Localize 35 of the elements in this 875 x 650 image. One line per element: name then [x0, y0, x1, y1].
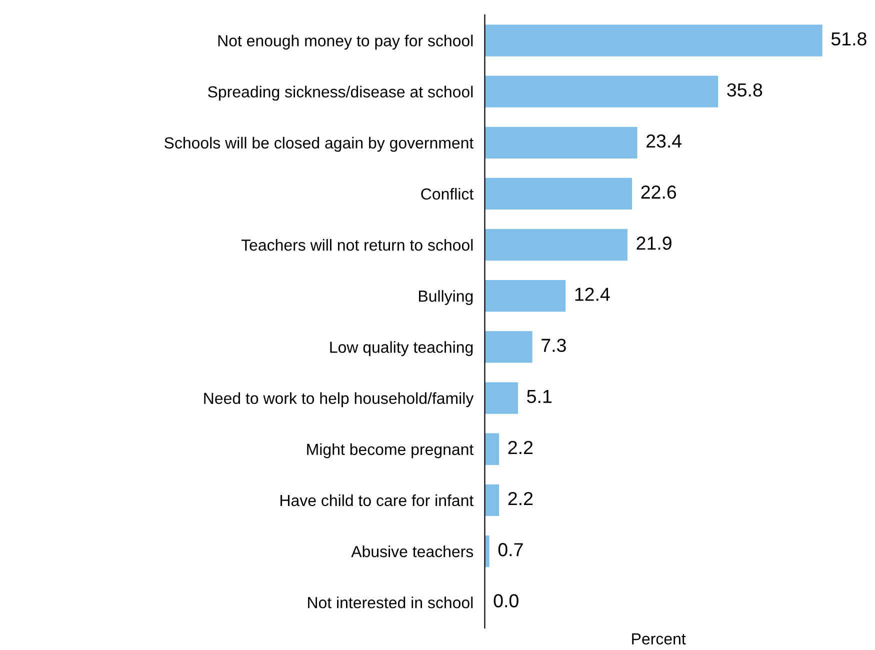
y-tick-label: Schools will be closed again by government — [164, 136, 474, 152]
bar — [484, 433, 500, 465]
y-tick-label: Low quality teaching — [330, 341, 473, 356]
y-tick-label: Need to work to help household/family — [204, 392, 474, 408]
bar — [484, 484, 500, 516]
y-tick-label: Spreading sickness/disease at school — [208, 86, 473, 101]
data-label: 12.4 — [575, 288, 610, 301]
bar — [484, 280, 566, 312]
y-tick-label: Have child to care for infant — [280, 494, 474, 506]
data-label: 22.6 — [641, 185, 676, 199]
data-label: 0.0 — [494, 594, 518, 608]
x-axis-title: Percent — [632, 633, 686, 645]
data-label: 2.2 — [508, 440, 533, 454]
data-label: 7.3 — [542, 338, 566, 352]
data-label: 51.8 — [831, 32, 866, 46]
y-tick-label: Teachers will not return to school — [241, 239, 473, 251]
data-label: 21.9 — [636, 236, 672, 250]
data-label: 23.4 — [646, 134, 682, 148]
bar — [484, 126, 638, 158]
y-tick-label: Abusive teachers — [351, 545, 474, 558]
y-tick-label: Not interested in school — [308, 596, 473, 608]
y-tick-label: Conflict — [421, 188, 474, 200]
bar — [484, 228, 628, 261]
data-label: 2.2 — [508, 492, 533, 506]
data-label: 0.7 — [498, 543, 523, 556]
data-label: 5.1 — [527, 390, 552, 404]
data-label: 35.8 — [727, 83, 762, 97]
bar — [484, 24, 822, 56]
bar — [484, 76, 718, 108]
y-tick-label: Bullying — [419, 290, 473, 305]
y-tick-label: Might become pregnant — [307, 443, 474, 458]
bar — [484, 178, 632, 210]
bar — [484, 331, 532, 363]
y-tick-label: Not enough money to pay for school — [218, 34, 473, 50]
bar — [484, 382, 518, 414]
